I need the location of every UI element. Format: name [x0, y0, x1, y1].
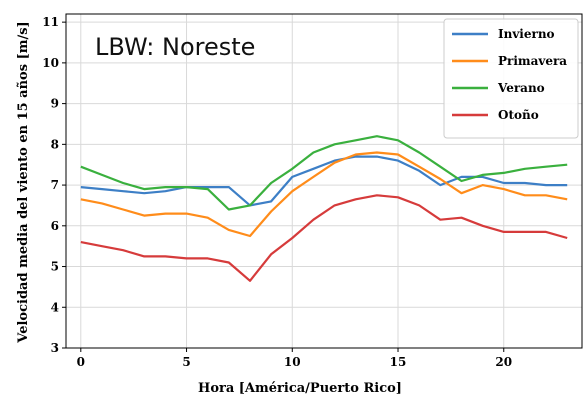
y-axis-ticks: 3 4 5 6 7 8 9 10 11	[42, 15, 66, 355]
y-tick-label: 11	[42, 15, 59, 29]
legend-entry: Otoño	[498, 108, 539, 122]
y-axis-label: Velocidad media del viento en 15 años [m…	[16, 21, 31, 343]
x-axis-label: Hora [América/Puerto Rico]	[198, 381, 402, 396]
legend-entry: Primavera	[498, 54, 567, 68]
y-tick-label: 4	[51, 300, 59, 314]
x-tick-label: 5	[182, 355, 190, 369]
x-tick-label: 20	[495, 355, 512, 369]
chart-title: LBW: Noreste	[95, 33, 255, 61]
legend-box	[443, 18, 579, 139]
grid	[66, 14, 582, 349]
y-tick-label: 10	[42, 56, 59, 70]
x-tick-label: 15	[390, 355, 407, 369]
series-line-verano	[80, 135, 568, 211]
y-tick-label: 5	[51, 260, 59, 274]
legend: Invierno Primavera Verano Otoño	[443, 18, 579, 139]
y-tick-label: 8	[51, 137, 59, 151]
series-lines	[80, 135, 568, 282]
plot-frame	[65, 13, 583, 349]
x-tick-label: 0	[77, 355, 85, 369]
x-tick-label: 10	[284, 355, 301, 369]
series-line-primavera	[80, 151, 568, 238]
series-line-invierno	[80, 155, 568, 207]
y-tick-label: 7	[51, 178, 59, 192]
legend-entry: Invierno	[498, 27, 555, 41]
x-axis-ticks: 0 5 10 15 20	[77, 348, 512, 369]
y-tick-label: 9	[51, 97, 59, 111]
series-line-otoño	[80, 194, 568, 282]
legend-entry: Verano	[497, 81, 545, 95]
y-tick-label: 3	[51, 341, 59, 355]
y-tick-label: 6	[51, 219, 59, 233]
